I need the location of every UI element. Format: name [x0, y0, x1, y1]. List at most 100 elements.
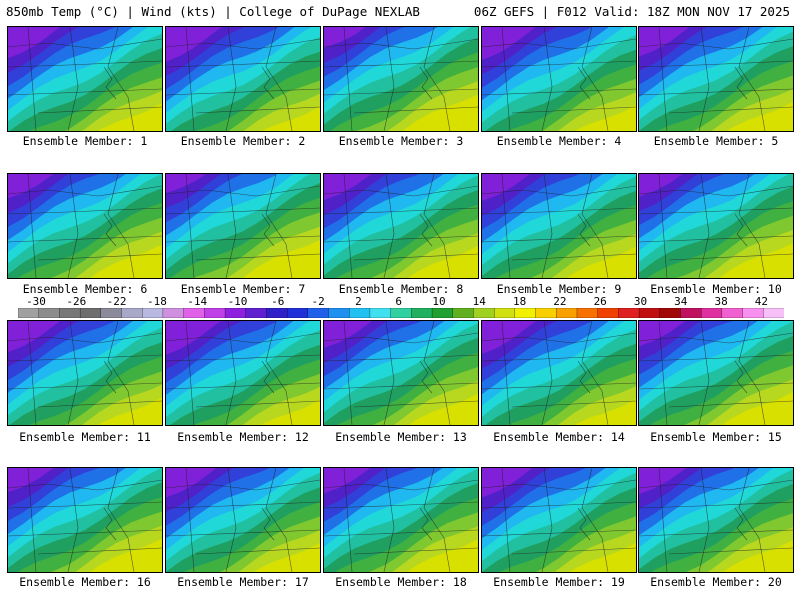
ensemble-member-label: Ensemble Member: 13	[335, 430, 467, 444]
ensemble-member-label: Ensemble Member: 15	[650, 430, 782, 444]
ensemble-member-map	[7, 467, 163, 573]
colorbar-swatch	[535, 308, 557, 318]
ensemble-member-map	[481, 467, 637, 573]
ensemble-member-label: Ensemble Member: 17	[177, 575, 309, 589]
map-title: 850mb Temp (°C) | Wind (kts) | College o…	[6, 4, 420, 19]
colorbar-tick-label: -2	[311, 295, 325, 308]
temperature-field	[8, 468, 162, 572]
temperature-field	[324, 174, 478, 278]
ensemble-member-label: Ensemble Member: 8	[338, 282, 464, 296]
colorbar-swatch	[763, 308, 784, 318]
temperature-field	[482, 468, 636, 572]
colorbar-swatch	[349, 308, 371, 318]
ensemble-member-map	[323, 173, 479, 279]
colorbar-swatch	[162, 308, 185, 318]
temperature-field	[324, 27, 478, 131]
colorbar-swatch	[390, 308, 412, 318]
colorbar-tick-label: 38	[714, 295, 728, 308]
colorbar-tick-label: 6	[395, 295, 402, 308]
colorbar-swatch	[742, 308, 764, 318]
colorbar-swatch	[245, 308, 267, 318]
temperature-field	[639, 468, 793, 572]
colorbar-swatch	[597, 308, 619, 318]
colorbar-swatch	[618, 308, 640, 318]
colorbar-swatch	[307, 308, 330, 318]
colorbar-swatch	[204, 308, 226, 318]
colorbar-tick-label: -18	[146, 295, 167, 308]
colorbar-tick-label: 42	[754, 295, 769, 308]
colorbar-tick-label: -6	[271, 295, 285, 308]
colorbar-swatch	[266, 308, 288, 318]
ensemble-member-map	[323, 26, 479, 132]
temperature-field	[324, 321, 478, 425]
ensemble-member-map	[165, 26, 321, 132]
ensemble-member-label: Ensemble Member: 14	[493, 430, 625, 444]
colorbar-swatch	[514, 308, 537, 318]
ensemble-member-map	[481, 320, 637, 426]
colorbar-tick-label: 26	[593, 295, 607, 308]
colorbar-swatch	[142, 308, 164, 318]
colorbar-swatch	[328, 308, 350, 318]
ensemble-member-label: Ensemble Member: 6	[22, 282, 148, 296]
ensemble-member-label: Ensemble Member: 1	[22, 134, 148, 148]
ensemble-member-label: Ensemble Member: 2	[180, 134, 306, 148]
ensemble-member-label: Ensemble Member: 10	[650, 282, 782, 296]
colorbar-swatch	[224, 308, 247, 318]
ensemble-member-map	[165, 467, 321, 573]
temperature-field	[166, 468, 320, 572]
ensemble-member-label: Ensemble Member: 7	[180, 282, 306, 296]
colorbar-swatch	[79, 308, 102, 318]
colorbar-swatch	[59, 308, 81, 318]
ensemble-member-map	[481, 173, 637, 279]
colorbar-tick-label: -22	[106, 295, 127, 308]
ensemble-member-map	[7, 26, 163, 132]
temperature-field	[8, 27, 162, 131]
ensemble-member-label: Ensemble Member: 11	[19, 430, 151, 444]
colorbar-tick-label: 30	[633, 295, 648, 308]
ensemble-member-map	[638, 173, 794, 279]
ensemble-member-map	[323, 467, 479, 573]
colorbar-tick-label: 14	[472, 295, 486, 308]
temperature-colorbar	[18, 308, 784, 318]
temperature-field	[639, 27, 793, 131]
colorbar-swatch	[183, 308, 205, 318]
colorbar-tick-label: 22	[553, 295, 567, 308]
temperature-field	[482, 321, 636, 425]
colorbar-tick-label: -10	[227, 295, 248, 308]
ensemble-member-label: Ensemble Member: 5	[653, 134, 779, 148]
colorbar-swatch	[452, 308, 475, 318]
ensemble-member-label: Ensemble Member: 18	[335, 575, 467, 589]
colorbar-swatch	[411, 308, 433, 318]
ensemble-member-label: Ensemble Member: 4	[496, 134, 622, 148]
temperature-field	[166, 321, 320, 425]
colorbar-swatch	[369, 308, 392, 318]
temperature-field	[8, 321, 162, 425]
temperature-field	[324, 468, 478, 572]
temperature-field	[8, 174, 162, 278]
temperature-field	[639, 321, 793, 425]
colorbar-swatch	[659, 308, 682, 318]
colorbar-tick-label: 2	[355, 295, 362, 308]
colorbar-swatch	[680, 308, 702, 318]
colorbar-tick-label: -14	[187, 295, 208, 308]
colorbar-tick-label: -26	[66, 295, 87, 308]
ensemble-member-map	[165, 320, 321, 426]
ensemble-member-map	[638, 26, 794, 132]
ensemble-member-label: Ensemble Member: 3	[338, 134, 464, 148]
ensemble-member-map	[165, 173, 321, 279]
ensemble-member-map	[7, 173, 163, 279]
ensemble-member-label: Ensemble Member: 20	[650, 575, 782, 589]
colorbar-swatch	[100, 308, 123, 318]
ensemble-member-map	[7, 320, 163, 426]
colorbar-swatch	[286, 308, 309, 318]
ensemble-member-map	[638, 320, 794, 426]
colorbar-swatch	[721, 308, 744, 318]
temperature-field	[482, 27, 636, 131]
colorbar-swatch	[638, 308, 661, 318]
colorbar-swatch	[431, 308, 454, 318]
colorbar-swatch	[38, 308, 60, 318]
ensemble-member-label: Ensemble Member: 16	[19, 575, 151, 589]
colorbar-swatch	[701, 308, 723, 318]
colorbar-tick-label: 18	[512, 295, 527, 308]
temperature-field	[166, 174, 320, 278]
